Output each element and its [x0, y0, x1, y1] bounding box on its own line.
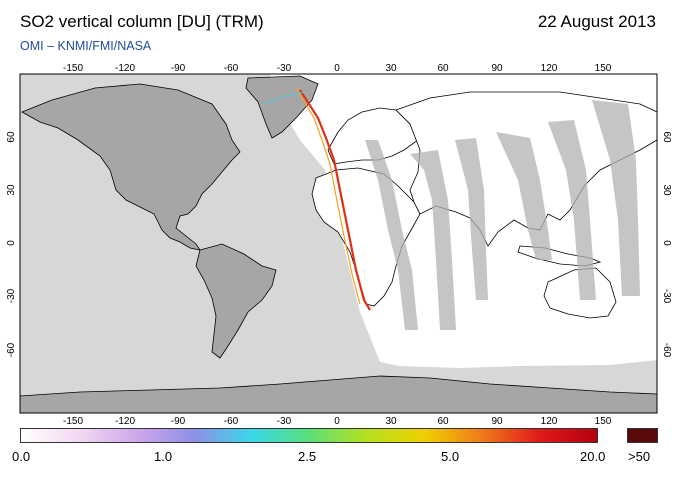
land-north-america [21, 83, 241, 251]
map-title: SO2 vertical column [DU] (TRM) [20, 12, 264, 31]
colorbar-label-1: 1.0 [154, 449, 173, 464]
colorbar-label-2: 2.5 [298, 449, 317, 464]
map-frame [19, 73, 658, 414]
so2-plume [299, 89, 371, 311]
bottom-tick-label: 60 [437, 416, 449, 425]
top-tick-label: -150 [63, 63, 83, 74]
bottom-tick-label: -60 [224, 416, 239, 425]
bottom-tick-label: -150 [63, 416, 83, 425]
left-tick-label: 60 [6, 131, 17, 143]
land-antarctica [20, 375, 657, 413]
left-tick-label: -60 [6, 342, 17, 357]
colorbar-label-4: 20.0 [580, 449, 606, 464]
right-lat-ticks: 60 30 0 -30 -60 [661, 131, 672, 357]
colorbar-overflow-label: >50 [628, 449, 651, 464]
land-south-america [195, 243, 277, 359]
top-tick-label: -120 [115, 63, 135, 74]
colorbar [20, 428, 598, 443]
top-tick-label: -60 [224, 63, 239, 74]
bottom-tick-label: 120 [541, 416, 558, 425]
right-tick-label: -30 [661, 289, 672, 304]
so2-plume-edge [295, 87, 361, 305]
colorbar-label-3: 5.0 [441, 449, 460, 464]
swath-gaps [365, 100, 640, 330]
world-map: -150 -120 -90 -60 -30 0 30 60 90 120 150… [6, 63, 672, 425]
right-tick-label: 0 [661, 240, 672, 246]
overflow-color-box [627, 428, 658, 443]
bottom-tick-label: 0 [334, 416, 340, 425]
right-tick-label: 60 [661, 131, 672, 143]
left-tick-label: 30 [6, 184, 17, 196]
bottom-lon-ticks: -150 -120 -90 -60 -30 0 30 60 90 120 150 [63, 416, 612, 425]
top-tick-label: 120 [541, 63, 558, 74]
top-tick-label: -30 [277, 63, 292, 74]
colorbar-label-0: 0.0 [12, 449, 31, 464]
bottom-tick-label: 150 [595, 416, 612, 425]
so2-plume-trace [261, 91, 305, 105]
top-tick-label: 60 [437, 63, 449, 74]
top-tick-label: 150 [595, 63, 612, 74]
top-tick-label: -90 [171, 63, 186, 74]
bottom-tick-label: 30 [385, 416, 397, 425]
left-tick-label: -30 [6, 288, 17, 303]
right-tick-label: -60 [661, 343, 672, 358]
top-tick-label: 90 [491, 63, 503, 74]
top-lon-ticks: -150 -120 -90 -60 -30 0 30 60 90 120 150 [63, 63, 612, 74]
left-tick-label: 0 [6, 240, 17, 246]
bottom-tick-label: -30 [277, 416, 292, 425]
bottom-tick-label: 90 [491, 416, 503, 425]
data-credit: OMI – KNMI/FMI/NASA [20, 39, 152, 53]
top-tick-label: 0 [334, 63, 340, 74]
top-tick-label: 30 [385, 63, 397, 74]
left-lat-ticks: 60 30 0 -30 -60 [6, 131, 17, 357]
bottom-tick-label: -120 [115, 416, 135, 425]
bottom-tick-label: -90 [171, 416, 186, 425]
map-date: 22 August 2013 [537, 12, 656, 31]
right-tick-label: 30 [661, 184, 672, 196]
